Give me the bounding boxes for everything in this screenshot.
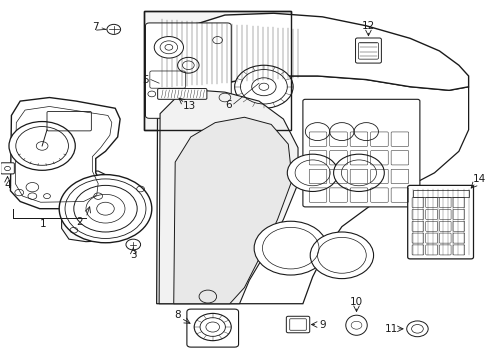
Text: 11: 11 (384, 324, 397, 334)
FancyBboxPatch shape (145, 23, 231, 118)
Polygon shape (156, 13, 468, 91)
Ellipse shape (345, 315, 366, 335)
Circle shape (59, 175, 151, 243)
Text: 6: 6 (225, 100, 232, 110)
Circle shape (309, 232, 373, 279)
Bar (412, 190, 468, 197)
Circle shape (287, 154, 337, 192)
Circle shape (406, 321, 427, 337)
Text: 7: 7 (92, 22, 99, 32)
Text: 2: 2 (76, 217, 83, 227)
Circle shape (254, 221, 326, 275)
FancyBboxPatch shape (407, 185, 472, 259)
Polygon shape (173, 117, 291, 304)
Text: 9: 9 (319, 320, 325, 329)
FancyBboxPatch shape (0, 163, 14, 174)
Circle shape (9, 122, 75, 170)
FancyBboxPatch shape (157, 89, 206, 99)
Circle shape (234, 65, 292, 108)
Text: 5: 5 (142, 75, 149, 85)
Text: 10: 10 (349, 297, 362, 307)
Text: 8: 8 (174, 310, 181, 320)
Circle shape (333, 154, 384, 192)
Text: 3: 3 (130, 250, 136, 260)
Text: 13: 13 (183, 102, 196, 112)
Text: 12: 12 (361, 21, 374, 31)
FancyBboxPatch shape (286, 316, 309, 333)
FancyBboxPatch shape (355, 38, 381, 63)
Polygon shape (156, 76, 468, 304)
FancyBboxPatch shape (302, 99, 419, 207)
FancyBboxPatch shape (186, 309, 238, 347)
Text: 4: 4 (4, 180, 11, 190)
Circle shape (154, 37, 183, 58)
Bar (144, 12, 290, 130)
Text: 14: 14 (472, 174, 486, 184)
Polygon shape (10, 98, 120, 209)
Bar (144, 12, 290, 130)
Text: 1: 1 (40, 219, 47, 229)
Polygon shape (61, 171, 108, 242)
Polygon shape (159, 90, 297, 304)
